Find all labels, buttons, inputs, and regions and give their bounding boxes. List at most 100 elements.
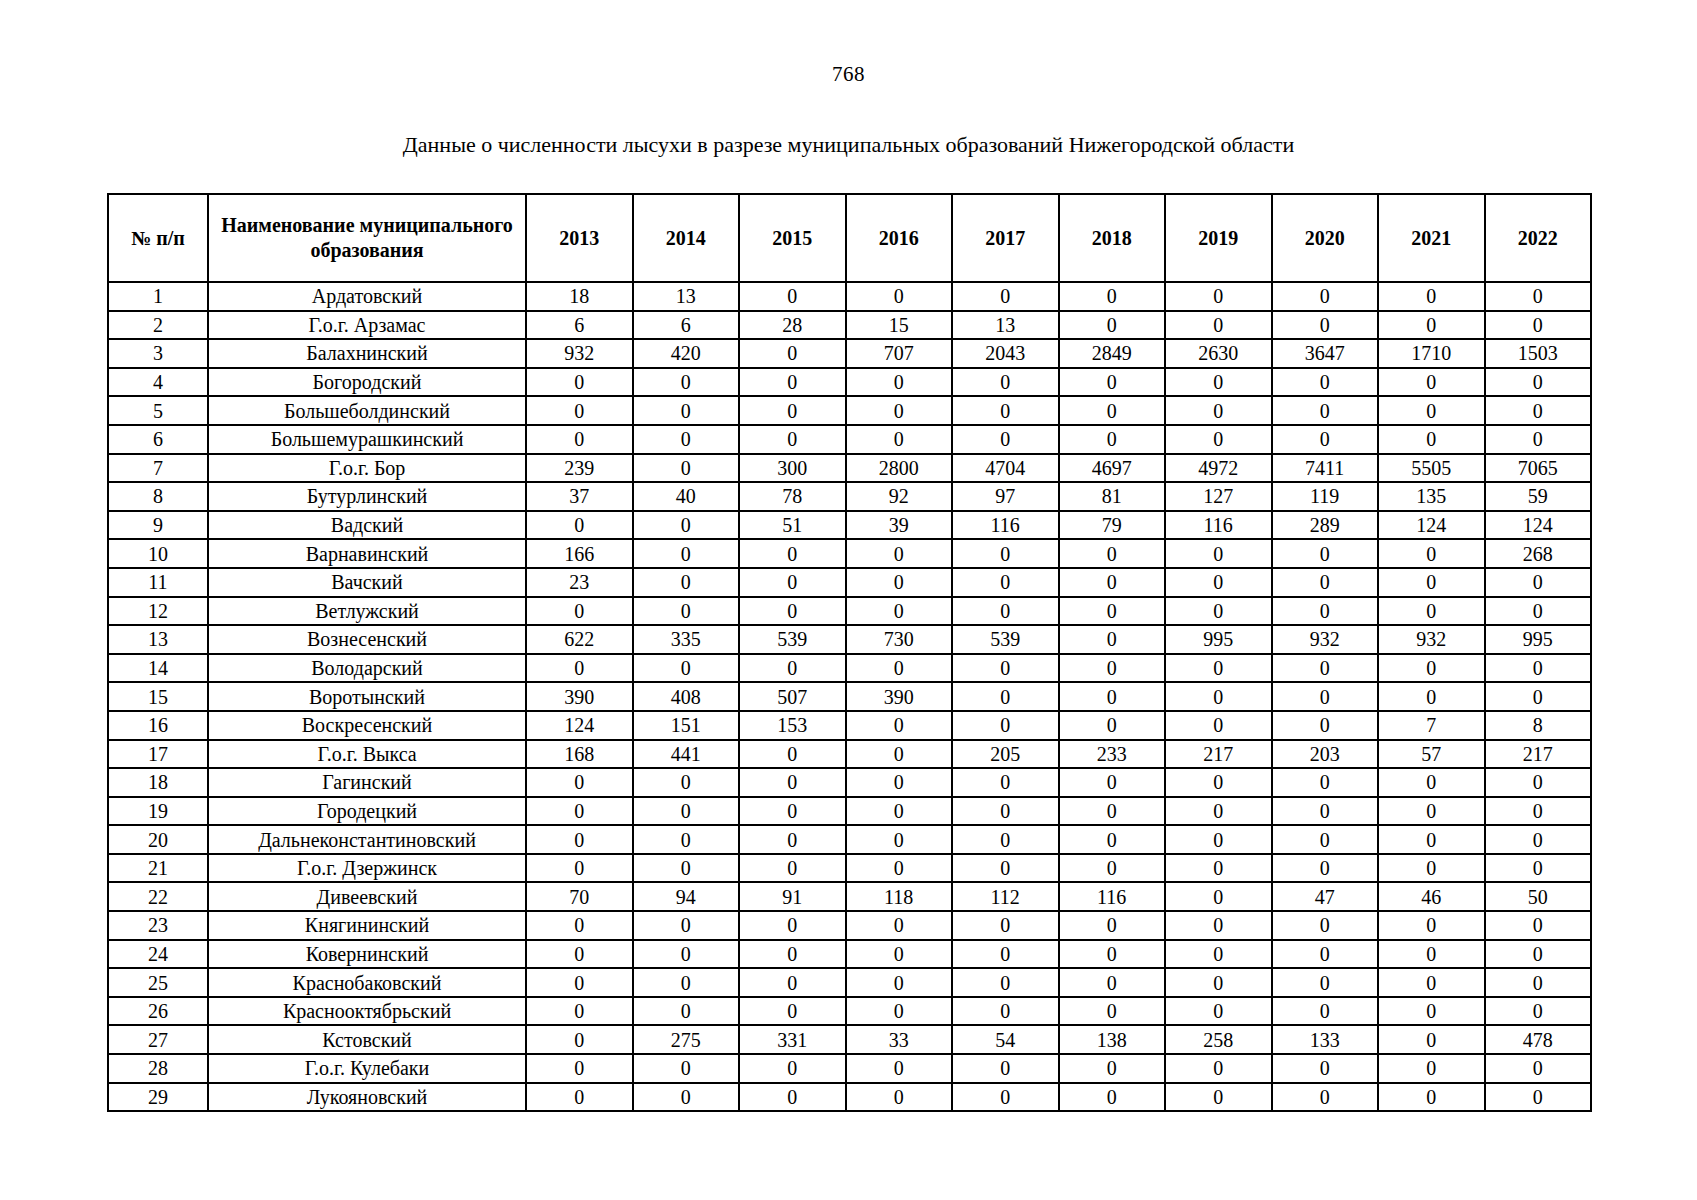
cell-count-2020: 0 xyxy=(1272,997,1379,1026)
cell-row-index: 16 xyxy=(108,711,208,740)
cell-count-2021: 0 xyxy=(1378,825,1485,854)
cell-count-2019: 0 xyxy=(1165,654,1272,683)
cell-count-2014: 0 xyxy=(633,911,740,940)
cell-count-2019: 217 xyxy=(1165,740,1272,769)
cell-count-2015: 0 xyxy=(739,368,846,397)
cell-count-2020: 0 xyxy=(1272,768,1379,797)
cell-row-index: 7 xyxy=(108,454,208,483)
cell-count-2014: 40 xyxy=(633,482,740,511)
cell-municipality-name: Ветлужский xyxy=(208,597,526,626)
header-municipality-name: Наименование муниципального образования xyxy=(208,194,526,282)
cell-count-2022: 0 xyxy=(1485,997,1592,1026)
cell-count-2018: 0 xyxy=(1059,654,1166,683)
table-row: 17Г.о.г. Выкса1684410020523321720357217 xyxy=(108,740,1591,769)
cell-count-2020: 0 xyxy=(1272,654,1379,683)
cell-count-2020: 133 xyxy=(1272,1025,1379,1054)
cell-count-2016: 0 xyxy=(846,940,953,969)
cell-count-2013: 0 xyxy=(526,911,633,940)
cell-count-2019: 0 xyxy=(1165,711,1272,740)
cell-count-2016: 0 xyxy=(846,1083,953,1112)
cell-count-2014: 420 xyxy=(633,339,740,368)
cell-count-2014: 0 xyxy=(633,825,740,854)
cell-count-2019: 0 xyxy=(1165,425,1272,454)
cell-count-2022: 0 xyxy=(1485,682,1592,711)
table-row: 28Г.о.г. Кулебаки0000000000 xyxy=(108,1054,1591,1083)
cell-count-2013: 37 xyxy=(526,482,633,511)
cell-municipality-name: Бутурлинский xyxy=(208,482,526,511)
cell-count-2022: 0 xyxy=(1485,797,1592,826)
cell-count-2015: 28 xyxy=(739,311,846,340)
cell-count-2020: 289 xyxy=(1272,511,1379,540)
header-year-2017: 2017 xyxy=(952,194,1059,282)
cell-count-2021: 0 xyxy=(1378,1083,1485,1112)
cell-count-2020: 7411 xyxy=(1272,454,1379,483)
table-row: 13Вознесенский62233553973053909959329329… xyxy=(108,625,1591,654)
cell-count-2019: 0 xyxy=(1165,797,1272,826)
cell-count-2014: 441 xyxy=(633,740,740,769)
cell-count-2021: 0 xyxy=(1378,568,1485,597)
table-row: 25Краснобаковский0000000000 xyxy=(108,968,1591,997)
cell-count-2018: 0 xyxy=(1059,711,1166,740)
cell-count-2016: 118 xyxy=(846,882,953,911)
cell-count-2014: 0 xyxy=(633,396,740,425)
cell-count-2022: 0 xyxy=(1485,597,1592,626)
cell-count-2022: 7065 xyxy=(1485,454,1592,483)
cell-count-2019: 4972 xyxy=(1165,454,1272,483)
cell-row-index: 8 xyxy=(108,482,208,511)
cell-count-2020: 47 xyxy=(1272,882,1379,911)
cell-count-2017: 0 xyxy=(952,282,1059,311)
cell-count-2016: 0 xyxy=(846,368,953,397)
cell-count-2014: 0 xyxy=(633,539,740,568)
cell-municipality-name: Княгининский xyxy=(208,911,526,940)
cell-row-index: 14 xyxy=(108,654,208,683)
cell-count-2014: 408 xyxy=(633,682,740,711)
cell-row-index: 4 xyxy=(108,368,208,397)
cell-count-2014: 94 xyxy=(633,882,740,911)
header-year-2015: 2015 xyxy=(739,194,846,282)
table-row: 14Володарский0000000000 xyxy=(108,654,1591,683)
cell-count-2019: 258 xyxy=(1165,1025,1272,1054)
cell-count-2017: 0 xyxy=(952,1083,1059,1112)
cell-count-2018: 116 xyxy=(1059,882,1166,911)
cell-municipality-name: Ардатовский xyxy=(208,282,526,311)
cell-count-2014: 13 xyxy=(633,282,740,311)
municipality-counts-table: № п/п Наименование муниципального образо… xyxy=(107,193,1592,1112)
cell-row-index: 18 xyxy=(108,768,208,797)
cell-count-2013: 0 xyxy=(526,654,633,683)
cell-count-2021: 0 xyxy=(1378,368,1485,397)
cell-count-2017: 0 xyxy=(952,568,1059,597)
cell-count-2019: 0 xyxy=(1165,854,1272,883)
cell-count-2019: 116 xyxy=(1165,511,1272,540)
cell-count-2021: 0 xyxy=(1378,1025,1485,1054)
cell-count-2022: 0 xyxy=(1485,825,1592,854)
table-row: 4Богородский0000000000 xyxy=(108,368,1591,397)
cell-count-2013: 0 xyxy=(526,1083,633,1112)
cell-count-2017: 0 xyxy=(952,396,1059,425)
cell-count-2016: 33 xyxy=(846,1025,953,1054)
cell-count-2015: 300 xyxy=(739,454,846,483)
cell-count-2022: 0 xyxy=(1485,1083,1592,1112)
cell-count-2017: 0 xyxy=(952,854,1059,883)
table-row: 12Ветлужский0000000000 xyxy=(108,597,1591,626)
cell-count-2016: 0 xyxy=(846,997,953,1026)
cell-count-2015: 0 xyxy=(739,339,846,368)
cell-count-2021: 0 xyxy=(1378,940,1485,969)
cell-count-2016: 0 xyxy=(846,911,953,940)
table-row: 29Лукояновский0000000000 xyxy=(108,1083,1591,1112)
cell-municipality-name: Лукояновский xyxy=(208,1083,526,1112)
cell-count-2013: 0 xyxy=(526,1025,633,1054)
cell-count-2020: 0 xyxy=(1272,911,1379,940)
cell-count-2015: 331 xyxy=(739,1025,846,1054)
cell-count-2022: 0 xyxy=(1485,768,1592,797)
cell-count-2014: 275 xyxy=(633,1025,740,1054)
cell-count-2020: 0 xyxy=(1272,597,1379,626)
cell-count-2018: 138 xyxy=(1059,1025,1166,1054)
header-year-2014: 2014 xyxy=(633,194,740,282)
cell-count-2022: 8 xyxy=(1485,711,1592,740)
cell-count-2016: 0 xyxy=(846,968,953,997)
cell-count-2016: 0 xyxy=(846,597,953,626)
cell-row-index: 21 xyxy=(108,854,208,883)
cell-count-2015: 51 xyxy=(739,511,846,540)
header-year-2022: 2022 xyxy=(1485,194,1592,282)
cell-count-2019: 127 xyxy=(1165,482,1272,511)
